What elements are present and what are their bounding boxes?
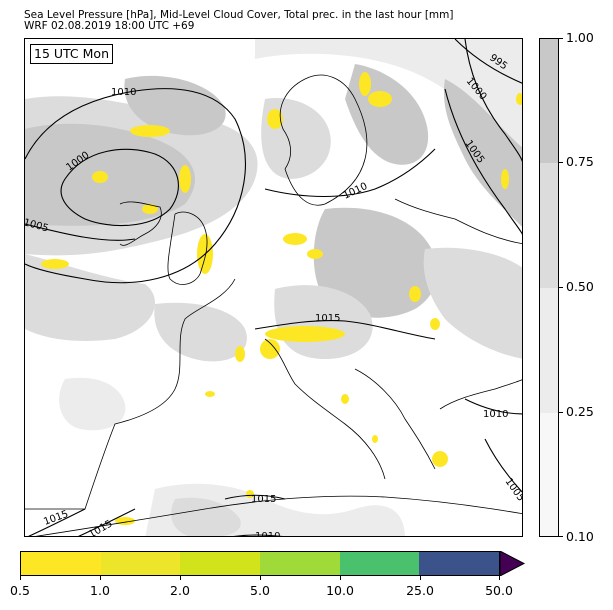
valid-time-label: 15 UTC Mon [30, 44, 113, 64]
colorbar-tick [180, 576, 181, 580]
colorbar-tick-label: 50.0 [485, 583, 513, 598]
colorbar-tick-label: 0.50 [566, 279, 594, 294]
colorbar-segment [21, 552, 101, 575]
precip-colorbar [20, 551, 500, 576]
colorbar-tick-label: 0.10 [566, 529, 594, 544]
colorbar-tick [559, 38, 563, 39]
isobar-label: 1010 [255, 531, 280, 537]
isobar-label: 1010 [483, 409, 508, 420]
colorbar-tick-label: 0.5 [10, 583, 30, 598]
colorbar-segment [419, 552, 500, 575]
cloud-cover-colorbar [539, 38, 559, 537]
coastlines [25, 74, 522, 536]
colorbar-segment [540, 39, 558, 163]
colorbar-tick-label: 0.25 [566, 404, 594, 419]
colorbar-tick [559, 536, 563, 537]
colorbar-tick [340, 576, 341, 580]
isobar-label: 1015 [87, 518, 115, 537]
colorbar-tick-label: 25.0 [406, 583, 434, 598]
chart-title-line1: Sea Level Pressure [hPa], Mid-Level Clou… [24, 9, 454, 21]
isobar-label: 1015 [315, 313, 340, 324]
colorbar-segment [180, 552, 261, 575]
colorbar-tick [499, 576, 500, 580]
isobar-label: 1015 [42, 509, 70, 528]
colorbar-segment [260, 552, 340, 575]
colorbar-segment [540, 163, 558, 288]
isobar-label: 1005 [503, 476, 523, 503]
map-canvas: 1010 1000 1005 995 1000 1005 1010 1015 1… [25, 39, 523, 537]
colorbar-tick [420, 576, 421, 580]
colorbar-tick [559, 162, 563, 163]
colorbar-tick [559, 412, 563, 413]
colorbar-tick-label: 1.00 [566, 30, 594, 45]
colorbar-tick [260, 576, 261, 580]
colorbar-segment [540, 413, 558, 536]
colorbar-segment [540, 288, 558, 413]
colorbar-tick [559, 287, 563, 288]
colorbar-segment [100, 552, 181, 575]
isobar-label: 1010 [342, 181, 370, 202]
colorbar-extend-arrow [500, 551, 526, 576]
isobar-label: 1010 [111, 87, 136, 98]
isobars [25, 39, 522, 536]
colorbar-tick-label: 2.0 [170, 583, 190, 598]
colorbar-segment [339, 552, 420, 575]
colorbar-tick-label: 0.75 [566, 154, 594, 169]
isobar-label: 1015 [251, 494, 276, 505]
colorbar-tick-label: 1.0 [90, 583, 110, 598]
colorbar-tick [20, 576, 21, 580]
colorbar-tick-label: 5.0 [250, 583, 270, 598]
chart-title-line2: WRF 02.08.2019 18:00 UTC +69 [24, 20, 195, 32]
isobar-label: 1005 [25, 217, 50, 234]
weather-map: 1010 1000 1005 995 1000 1005 1010 1015 1… [24, 38, 523, 537]
colorbar-tick-label: 10.0 [326, 583, 354, 598]
colorbar-tick [100, 576, 101, 580]
